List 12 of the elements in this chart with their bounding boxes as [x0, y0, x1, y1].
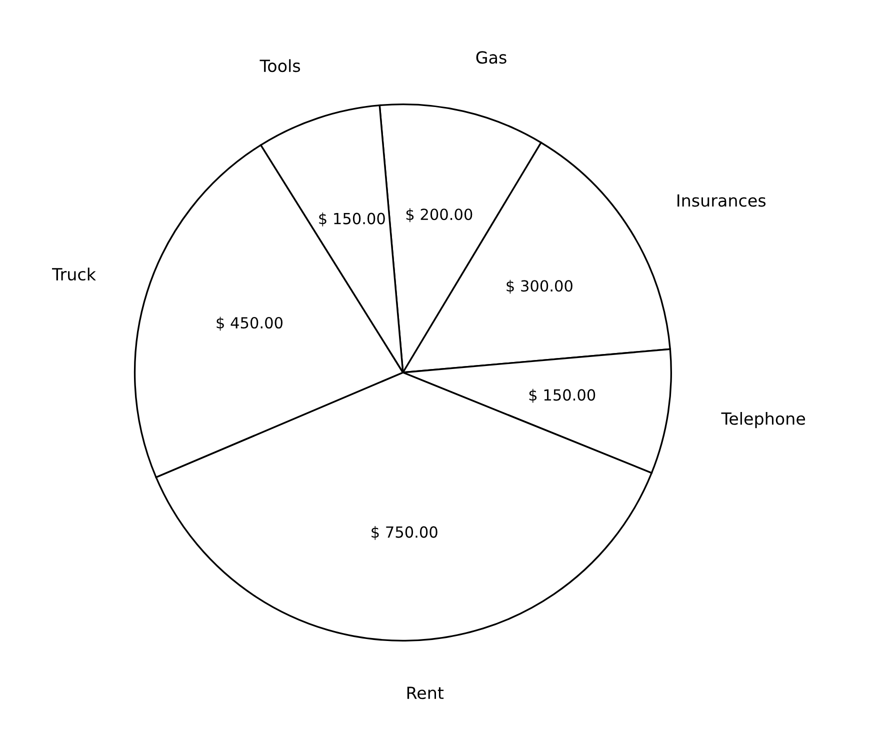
slice-label: Telephone [721, 412, 806, 428]
data-label: $ 200.00 [406, 208, 472, 222]
slice-label: Tools [260, 59, 300, 72]
slice-label: Truck [52, 268, 96, 281]
data-label: $ 450.00 [216, 316, 282, 331]
data-label: $ 150.00 [319, 212, 385, 226]
slice-label: Insurances [678, 194, 766, 207]
data-label: $ 150.00 [529, 388, 596, 403]
data-label: $ 750.00 [372, 526, 438, 540]
slice-label: Gas [476, 51, 506, 64]
slice-label: Rent [407, 686, 444, 700]
data-label: $ 300.00 [506, 280, 572, 294]
